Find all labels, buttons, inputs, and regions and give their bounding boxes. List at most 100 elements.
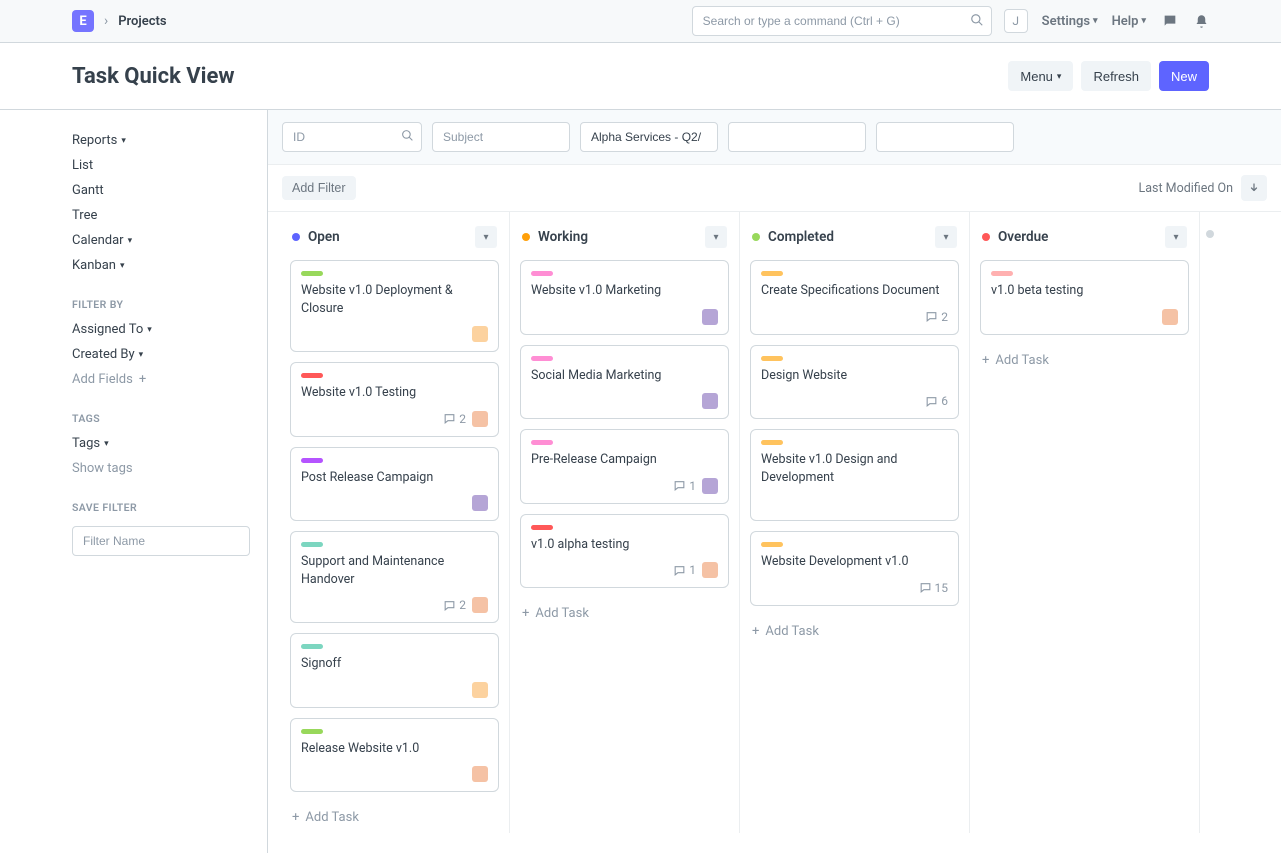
chevron-down-icon: ▾ <box>120 261 125 271</box>
column-header: Open▾ <box>290 212 499 260</box>
chevron-down-icon: ▾ <box>128 236 133 246</box>
sidebar-view-kanban[interactable]: Kanban▾ <box>72 253 255 278</box>
column-title: Completed <box>768 229 935 245</box>
task-card[interactable]: Design Website 6 <box>750 345 959 420</box>
task-card[interactable]: Social Media Marketing <box>520 345 729 420</box>
priority-indicator <box>991 271 1013 276</box>
assignee-avatar <box>472 326 488 342</box>
refresh-button[interactable]: Refresh <box>1081 61 1151 91</box>
filter-name-input[interactable] <box>72 526 250 556</box>
task-card[interactable]: Website v1.0 Deployment & Closure <box>290 260 499 352</box>
assignee-avatar <box>472 682 488 698</box>
add-fields-label: Add Fields <box>72 372 133 387</box>
sidebar-view-gantt[interactable]: Gantt <box>72 178 255 203</box>
card-footer <box>301 681 488 699</box>
sort-label[interactable]: Last Modified On <box>1138 181 1233 196</box>
assignee-avatar <box>472 597 488 613</box>
comment-icon <box>443 599 456 612</box>
user-avatar[interactable]: J <box>1004 9 1028 33</box>
card-footer: 15 <box>761 579 948 597</box>
column-menu-button[interactable]: ▾ <box>475 226 497 248</box>
topbar: E › Projects J Settings▾ Help▾ <box>0 0 1281 43</box>
menu-button[interactable]: Menu▾ <box>1008 61 1073 91</box>
comment-count: 1 <box>673 479 696 493</box>
column-menu-button[interactable]: ▾ <box>1165 226 1187 248</box>
comment-count: 2 <box>443 412 466 426</box>
sidebar-filter-assigned-to[interactable]: Assigned To▾ <box>72 317 255 342</box>
list-toolbar: Add Filter Last Modified On <box>268 165 1281 212</box>
priority-indicator <box>301 458 323 463</box>
sidebar-view-list[interactable]: List <box>72 153 255 178</box>
add-task-label: Add Task <box>305 810 359 825</box>
priority-indicator <box>761 542 783 547</box>
card-footer: 2 <box>301 596 488 614</box>
task-card[interactable]: Website Development v1.015 <box>750 531 959 606</box>
sidebar-add-fields[interactable]: Add Fields+ <box>72 367 255 392</box>
breadcrumb-projects[interactable]: Projects <box>118 14 166 29</box>
add-task-label: Add Task <box>535 606 589 621</box>
column-menu-button[interactable]: ▾ <box>935 226 957 248</box>
sidebar-tags[interactable]: Tags▾ <box>72 431 255 456</box>
settings-menu[interactable]: Settings▾ <box>1042 14 1098 29</box>
search-icon <box>401 129 414 142</box>
task-card[interactable]: v1.0 beta testing <box>980 260 1189 335</box>
comment-count: 6 <box>925 394 948 408</box>
kanban-column: Working▾Website v1.0 MarketingSocial Med… <box>510 212 740 833</box>
task-title: Signoff <box>301 655 488 673</box>
filter-empty-1[interactable] <box>728 122 866 152</box>
help-menu[interactable]: Help▾ <box>1112 14 1146 29</box>
comment-icon <box>925 395 938 408</box>
priority-indicator <box>531 440 553 445</box>
task-card[interactable]: v1.0 alpha testing1 <box>520 514 729 589</box>
assignee-avatar <box>472 766 488 782</box>
sidebar-show-tags[interactable]: Show tags <box>72 456 255 481</box>
task-card[interactable]: Signoff <box>290 633 499 708</box>
filter-project-input[interactable] <box>580 122 718 152</box>
new-button[interactable]: New <box>1159 61 1209 91</box>
arrow-down-icon <box>1248 182 1260 194</box>
sort-direction-button[interactable] <box>1241 175 1267 201</box>
add-task-button[interactable]: +Add Task <box>290 802 499 833</box>
sidebar-filter-created-by[interactable]: Created By▾ <box>72 342 255 367</box>
priority-indicator <box>531 525 553 530</box>
task-card[interactable]: Website v1.0 Design and Development <box>750 429 959 521</box>
add-task-button[interactable]: +Add Task <box>980 345 1189 376</box>
sidebar-view-label: Calendar <box>72 233 124 248</box>
kanban-board: Open▾Website v1.0 Deployment & Closure We… <box>268 212 1281 853</box>
task-card[interactable]: Release Website v1.0 <box>290 718 499 793</box>
add-filter-button[interactable]: Add Filter <box>282 176 356 200</box>
search-input[interactable] <box>692 6 992 36</box>
card-footer: 1 <box>531 477 718 495</box>
add-task-button[interactable]: +Add Task <box>750 616 959 647</box>
filter-subject-input[interactable] <box>432 122 570 152</box>
sidebar-view-calendar[interactable]: Calendar ▾ <box>72 228 255 253</box>
sidebar-filter-label: Assigned To <box>72 322 143 337</box>
chat-icon[interactable] <box>1162 13 1178 29</box>
add-task-button[interactable]: +Add Task <box>520 598 729 629</box>
more-columns-indicator <box>1206 230 1214 238</box>
task-title: Post Release Campaign <box>301 469 488 487</box>
bell-icon[interactable] <box>1194 14 1209 29</box>
filter-empty-2[interactable] <box>876 122 1014 152</box>
app-logo[interactable]: E <box>72 10 94 32</box>
comment-icon <box>443 412 456 425</box>
card-footer <box>301 325 488 343</box>
priority-indicator <box>301 373 323 378</box>
task-card[interactable]: Pre-Release Campaign 1 <box>520 429 729 504</box>
sidebar-view-tree[interactable]: Tree <box>72 203 255 228</box>
task-title: Design Website <box>761 367 948 385</box>
task-card[interactable]: Create Specifications Document2 <box>750 260 959 335</box>
task-card[interactable]: Support and Maintenance Handover2 <box>290 531 499 623</box>
task-title: Pre-Release Campaign <box>531 451 718 469</box>
card-footer <box>301 765 488 783</box>
sidebar-view-reports[interactable]: Reports▾ <box>72 128 255 153</box>
global-search <box>692 6 992 36</box>
chevron-down-icon: ▾ <box>1141 16 1146 26</box>
task-card[interactable]: Website v1.0 Testing2 <box>290 362 499 437</box>
task-card[interactable]: Website v1.0 Marketing <box>520 260 729 335</box>
assignee-avatar <box>1162 309 1178 325</box>
menu-button-label: Menu <box>1020 69 1053 84</box>
task-card[interactable]: Post Release Campaign <box>290 447 499 522</box>
chevron-down-icon: ▾ <box>1093 16 1098 26</box>
column-menu-button[interactable]: ▾ <box>705 226 727 248</box>
